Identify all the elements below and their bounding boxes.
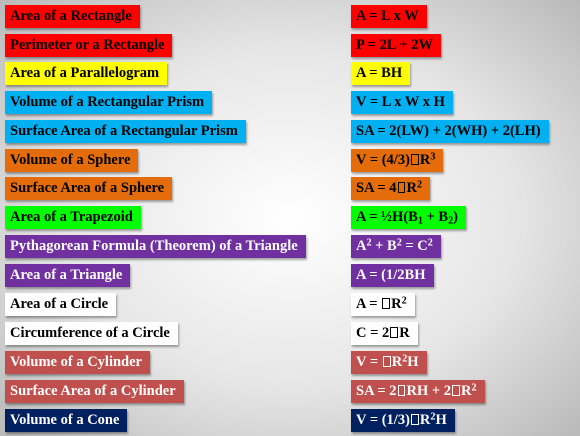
pi-glyph-icon	[410, 413, 419, 425]
pi-glyph-icon	[451, 384, 460, 396]
formula-area-rectangle: A = L x W	[351, 5, 427, 28]
pi-glyph-icon	[410, 153, 419, 165]
label-surface-area-cylinder: Surface Area of a Cylinder	[5, 380, 184, 403]
label-pythagorean-formula: Pythagorean Formula (Theorem) of a Trian…	[5, 235, 306, 258]
label-surface-area-sphere: Surface Area of a Sphere	[5, 177, 173, 200]
label-perimeter-rectangle: Perimeter or a Rectangle	[5, 34, 173, 57]
formula-volume-rectangular-prism: V = L x W x H	[351, 91, 453, 114]
label-area-triangle: Area of a Triangle	[5, 264, 131, 287]
pi-glyph-icon	[390, 326, 399, 338]
pi-glyph-icon	[382, 297, 391, 309]
formula-area-triangle: A = (1/2BH	[351, 264, 434, 287]
formula-surface-area-rectangular-prism: SA = 2(LW) + 2(WH) + 2(LH)	[351, 120, 549, 143]
label-circumference-circle: Circumference of a Circle	[5, 322, 178, 345]
formula-area-trapezoid: A = ½H(B1 + B2)	[351, 206, 466, 229]
formula-surface-area-sphere: SA = 4 R2	[351, 177, 431, 200]
pi-glyph-icon	[382, 355, 391, 367]
label-area-rectangle: Area of a Rectangle	[5, 5, 140, 28]
pi-glyph-icon	[397, 181, 406, 193]
formula-volume-cone: V = (1/3) R2H	[351, 409, 455, 432]
formula-area-circle: A = R2	[351, 293, 415, 316]
formula-pythagorean: A2 + B2 = C2	[351, 235, 441, 258]
pi-glyph-icon	[397, 384, 406, 396]
label-volume-cone: Volume of a Cone	[5, 409, 128, 432]
label-volume-rectangular-prism: Volume of a Rectangular Prism	[5, 91, 213, 114]
label-volume-cylinder: Volume of a Cylinder	[5, 351, 150, 374]
formula-perimeter-rectangle: P = 2L + 2W	[351, 34, 441, 57]
label-surface-area-rectangular-prism: Surface Area of a Rectangular Prism	[5, 120, 246, 143]
label-volume-sphere: Volume of a Sphere	[5, 149, 139, 172]
formula-surface-area-cylinder: SA = 2 RH + 2 R2	[351, 380, 485, 403]
label-area-trapezoid: Area of a Trapezoid	[5, 206, 141, 229]
formula-area-parallelogram: A = BH	[351, 62, 411, 85]
label-area-circle: Area of a Circle	[5, 293, 117, 316]
label-area-parallelogram: Area of a Parallelogram	[5, 62, 168, 85]
formula-volume-cylinder: V = R2H	[351, 351, 427, 374]
formula-volume-sphere: V = (4/3) R3	[351, 149, 444, 172]
